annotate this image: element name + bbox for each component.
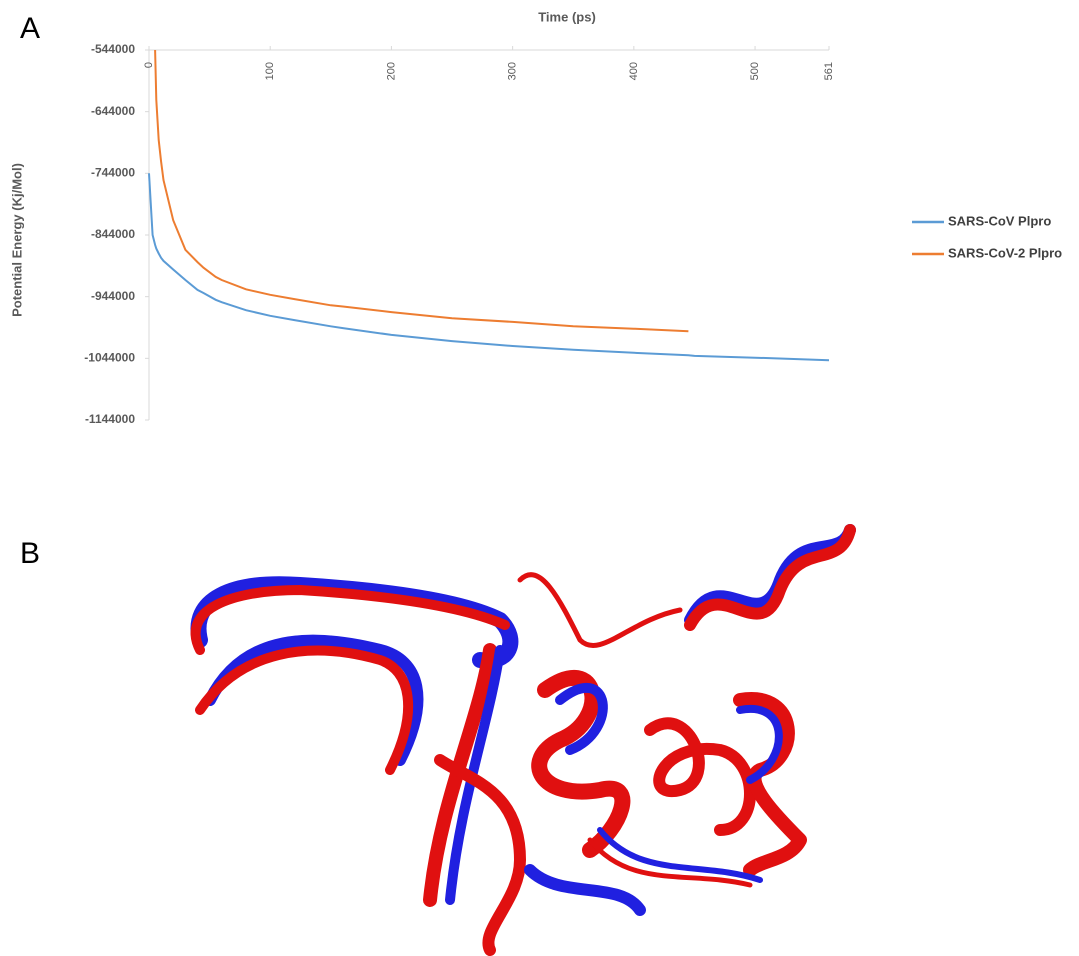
protein-structure (196, 530, 850, 950)
panel-label: A (20, 12, 40, 45)
x-tick-label: 500 (749, 62, 761, 80)
x-tick-label: 200 (385, 62, 397, 80)
x-tick-label: 561 (823, 62, 835, 80)
panel-label: B (20, 537, 40, 570)
legend-label: SARS-CoV-2 Plpro (948, 245, 1062, 260)
y-tick-label: -644000 (91, 104, 135, 118)
y-tick-label: -944000 (91, 289, 135, 303)
y-tick-label: -844000 (91, 227, 135, 241)
x-tick-label: 300 (507, 62, 519, 80)
figure: A B Time (ps) Potential Energy (Kj/Mol) … (0, 0, 1079, 956)
x-tick-label: 400 (628, 62, 640, 80)
x-tick-label: 0 (143, 62, 155, 68)
legend-label: SARS-CoV Plpro (948, 213, 1051, 228)
y-axis-title: Potential Energy (Kj/Mol) (9, 163, 24, 317)
y-tick-label: -744000 (91, 166, 135, 180)
series-line (149, 173, 829, 360)
series-line (155, 50, 688, 331)
y-tick-label: -1144000 (85, 412, 135, 426)
x-tick-label: 100 (264, 62, 276, 80)
x-axis-title: Time (ps) (538, 9, 596, 24)
y-tick-label: -544000 (91, 42, 135, 56)
y-tick-label: -1044000 (84, 351, 135, 365)
